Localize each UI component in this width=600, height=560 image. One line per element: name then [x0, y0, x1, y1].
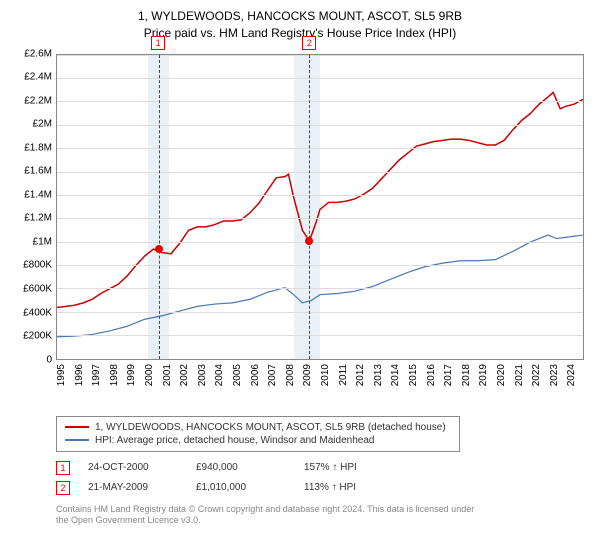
transaction-row: 1 24-OCT-2000 £940,000 157% ↑ HPI [56, 458, 588, 478]
transaction-table: 1 24-OCT-2000 £940,000 157% ↑ HPI 2 21-MAY-20… [56, 458, 588, 498]
transaction-number-box: 2 [56, 481, 70, 495]
legend-label: HPI: Average price, detached house, Wind… [95, 435, 374, 446]
chart-area: 0 £200K £400K £600K £800K £1M £1.2M £1.4M £1.6M £… [12, 50, 588, 410]
title-line1: 1, WYLDEWOODS, HANCOCKS MOUNT, ASCOT, SL… [12, 8, 588, 25]
y-tick-label: £400K [12, 307, 52, 318]
grid-line [57, 312, 583, 313]
grid-line [57, 265, 583, 266]
legend-swatch [65, 439, 89, 441]
footnote: Contains HM Land Registry data © Crown c… [56, 504, 476, 527]
y-tick-label: £600K [12, 283, 52, 294]
transaction-dash [309, 55, 310, 359]
grid-line [57, 335, 583, 336]
chart-svg [57, 55, 583, 359]
y-tick-label: £800K [12, 260, 52, 271]
y-tick-label: £2.6M [12, 48, 52, 59]
transaction-vs-hpi: 157% ↑ HPI [304, 462, 394, 473]
grid-line [57, 78, 583, 79]
grid-line [57, 288, 583, 289]
transaction-point [155, 245, 163, 253]
grid-line [57, 172, 583, 173]
transaction-date: 24-OCT-2000 [88, 462, 178, 473]
y-tick-label: £200K [12, 331, 52, 342]
transaction-dash [159, 55, 160, 359]
y-tick-label: 0 [12, 354, 52, 365]
y-tick-label: £1M [12, 236, 52, 247]
legend-item: HPI: Average price, detached house, Wind… [65, 434, 451, 447]
title-line2: Price paid vs. HM Land Registry's House … [12, 25, 588, 42]
y-tick-label: £1.8M [12, 142, 52, 153]
legend-item: 1, WYLDEWOODS, HANCOCKS MOUNT, ASCOT, SL… [65, 421, 451, 434]
transaction-row: 2 21-MAY-2009 £1,010,000 113% ↑ HPI [56, 478, 588, 498]
y-tick-label: £2M [12, 119, 52, 130]
y-tick-label: £1.4M [12, 189, 52, 200]
legend-label: 1, WYLDEWOODS, HANCOCKS MOUNT, ASCOT, SL… [95, 422, 446, 433]
grid-line [57, 125, 583, 126]
transaction-price: £940,000 [196, 462, 286, 473]
chart-title: 1, WYLDEWOODS, HANCOCKS MOUNT, ASCOT, SL… [12, 8, 588, 42]
y-tick-label: £1.2M [12, 213, 52, 224]
transaction-marker-2: 2 [302, 36, 316, 50]
x-tick-label: 2024 [566, 364, 600, 386]
legend-swatch [65, 426, 89, 428]
transaction-vs-hpi: 113% ↑ HPI [304, 482, 394, 493]
grid-line [57, 101, 583, 102]
plot-region [56, 54, 584, 360]
grid-line [57, 148, 583, 149]
y-tick-label: £2.4M [12, 72, 52, 83]
transaction-date: 21-MAY-2009 [88, 482, 178, 493]
grid-line [57, 242, 583, 243]
legend: 1, WYLDEWOODS, HANCOCKS MOUNT, ASCOT, SL… [56, 416, 460, 452]
transaction-point [305, 237, 313, 245]
grid-line [57, 218, 583, 219]
transaction-number-box: 1 [56, 461, 70, 475]
grid-line [57, 195, 583, 196]
series-hpi [57, 235, 583, 337]
transaction-price: £1,010,000 [196, 482, 286, 493]
y-tick-label: £1.6M [12, 166, 52, 177]
transaction-marker-1: 1 [151, 36, 165, 50]
grid-line [57, 55, 583, 56]
y-tick-label: £2.2M [12, 95, 52, 106]
